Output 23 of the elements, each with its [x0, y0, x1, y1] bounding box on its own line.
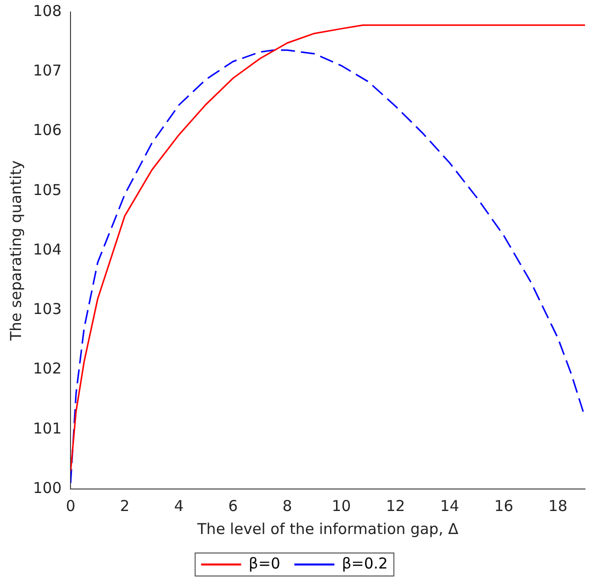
- x-tick-label: 8: [282, 496, 292, 515]
- y-tick-label: 105: [32, 180, 62, 199]
- x-tick-label: 4: [174, 496, 184, 515]
- x-tick-label: 6: [228, 496, 238, 515]
- y-tick-label: 108: [32, 2, 62, 20]
- legend-label: β=0: [248, 554, 280, 572]
- y-tick-label: 103: [32, 300, 62, 318]
- y-tick-label: 104: [32, 240, 62, 258]
- x-tick-label: 2: [120, 496, 130, 515]
- x-tick-label: 18: [548, 496, 568, 515]
- x-tick-label: 12: [386, 496, 406, 515]
- y-axis-title: The separating quantity: [6, 160, 25, 342]
- x-tick-label: 0: [66, 496, 76, 515]
- legend-label: β=0.2: [342, 554, 388, 572]
- y-tick-label: 100: [32, 478, 62, 497]
- x-axis-title: The level of the information gap, Δ: [196, 520, 460, 538]
- y-tick-label: 107: [32, 62, 62, 80]
- y-tick-label: 106: [32, 121, 62, 140]
- x-tick-label: 16: [494, 496, 514, 515]
- x-tick-label: 10: [332, 496, 351, 515]
- y-tick-label: 102: [32, 360, 62, 378]
- y-tick-label: 101: [32, 419, 62, 438]
- x-tick-label: 14: [440, 496, 460, 515]
